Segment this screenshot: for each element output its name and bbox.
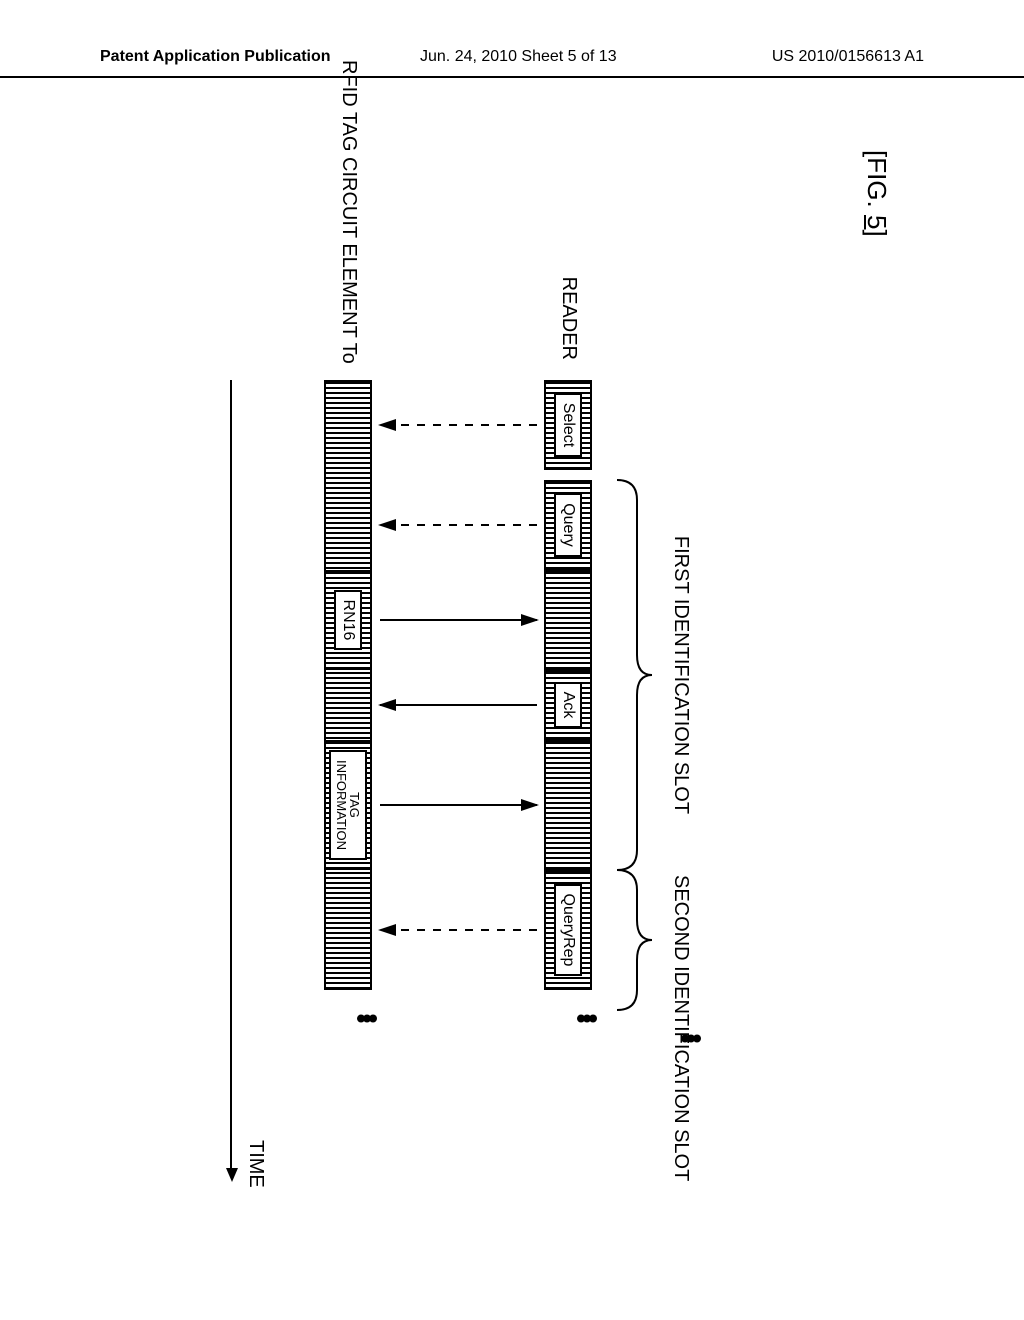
block-rn16-label: RN16	[334, 590, 363, 651]
header-right: US 2010/0156613 A1	[772, 48, 924, 66]
block-select: Select	[544, 380, 592, 470]
block-taginfo-label: TAGINFORMATION	[329, 750, 367, 860]
slot-label-second: SECOND IDENTIFICATION SLOT	[669, 875, 692, 1155]
time-axis-label: TIME	[244, 1140, 267, 1188]
ellipsis-reader: •••	[578, 1000, 596, 1040]
figure-label-suffix: ]	[862, 229, 892, 236]
row-label-reader: READER	[557, 150, 580, 360]
figure-stage-rotated: [FIG. 5] FIRST IDENTIFICATION SLOT SECON…	[132, 150, 892, 1250]
block-select-label: Select	[554, 393, 583, 457]
figure-label: [FIG. 5]	[861, 150, 892, 237]
block-ack: Ack	[544, 670, 592, 740]
block-queryrep-label: QueryRep	[554, 884, 583, 977]
figure-label-prefix: [FIG.	[862, 150, 892, 215]
row-label-tag: RFID TAG CIRCUIT ELEMENT To	[337, 60, 360, 360]
page-header: Patent Application Publication Jun. 24, …	[0, 48, 1024, 78]
header-middle: Jun. 24, 2010 Sheet 5 of 13	[420, 48, 617, 66]
figure-overlay-svg	[132, 150, 892, 1250]
figure-stage: [FIG. 5] FIRST IDENTIFICATION SLOT SECON…	[132, 150, 892, 1250]
figure-label-number: 5	[862, 215, 892, 229]
block-query-label: Query	[554, 493, 583, 557]
block-gap2	[544, 740, 592, 870]
slot-label-first: FIRST IDENTIFICATION SLOT	[669, 480, 692, 870]
block-tag-track	[324, 380, 372, 990]
block-gap1	[544, 570, 592, 670]
brace-first-slot	[617, 480, 652, 870]
ellipsis-tag: •••	[358, 1000, 376, 1040]
block-ack-label: Ack	[554, 682, 583, 729]
brace-second-slot	[617, 870, 652, 1010]
block-taginfo: TAGINFORMATION	[324, 740, 372, 870]
ellipsis-slot: •••	[682, 1020, 700, 1060]
time-axis-line	[230, 380, 232, 1170]
block-queryrep: QueryRep	[544, 870, 592, 990]
header-left: Patent Application Publication	[100, 48, 331, 66]
block-query: Query	[544, 480, 592, 570]
block-rn16: RN16	[324, 570, 372, 670]
time-axis-arrowhead	[226, 1168, 238, 1182]
